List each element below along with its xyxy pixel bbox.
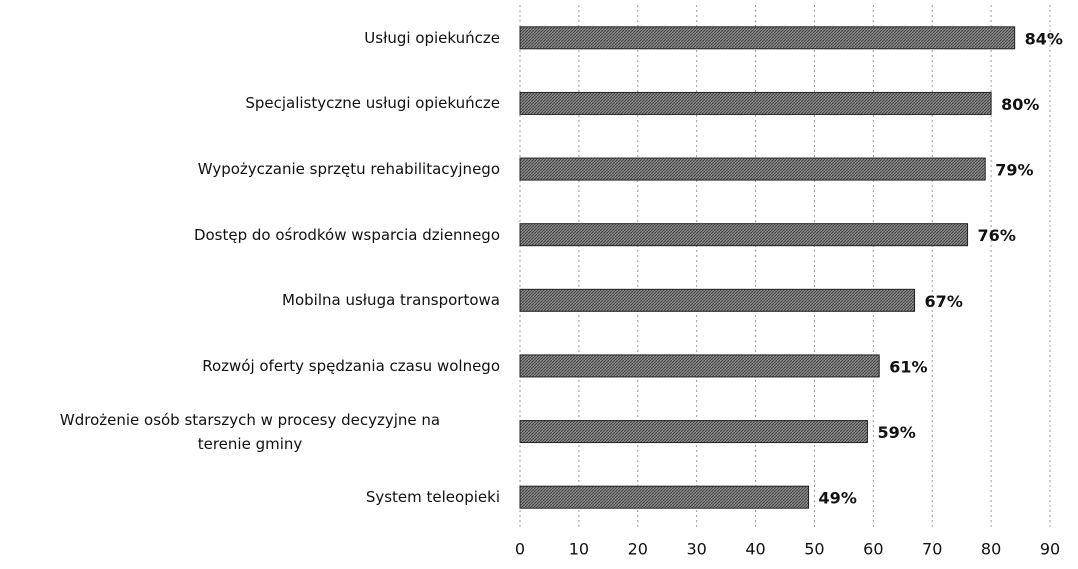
bar [519, 354, 880, 378]
bar [519, 485, 810, 509]
value-label: 79% [995, 161, 1033, 180]
bar [519, 157, 986, 181]
category-label: Dostęp do ośrodków wsparcia dziennego [193, 225, 500, 244]
category-label: System teleopieki [365, 488, 500, 507]
category-label: Wypożyczanie sprzętu rehabilitacyjnego [197, 160, 500, 179]
value-label: 76% [978, 226, 1016, 245]
x-tick-label: 20 [628, 540, 648, 559]
value-label: 80% [1001, 95, 1039, 114]
x-tick-label: 90 [1040, 540, 1060, 559]
category-label: Usługi opiekuńcze [364, 28, 500, 47]
x-tick-label: 30 [686, 540, 706, 559]
x-tick-label: 60 [863, 540, 883, 559]
x-tick-label: 0 [515, 540, 525, 559]
value-label: 49% [819, 489, 857, 508]
bar [519, 420, 868, 444]
x-tick-label: 70 [922, 540, 942, 559]
bar [519, 26, 1016, 50]
x-tick-label: 40 [745, 540, 765, 559]
category-label: Specjalistyczne usługi opiekuńcze [245, 94, 500, 113]
x-tick-label: 50 [804, 540, 824, 559]
value-label: 61% [889, 357, 927, 376]
category-label: Rozwój oferty spędzania czasu wolnego [202, 356, 500, 375]
value-label: 84% [1025, 29, 1063, 48]
bar [519, 91, 992, 115]
category-label: Wdrożenie osób starszych w procesy decyz… [59, 410, 441, 453]
value-label: 67% [925, 292, 963, 311]
bar [519, 288, 916, 312]
value-label: 59% [877, 423, 915, 442]
x-tick-label: 10 [569, 540, 589, 559]
category-label: Mobilna usługa transportowa [282, 291, 500, 310]
bar [519, 223, 969, 247]
x-tick-label: 80 [981, 540, 1001, 559]
